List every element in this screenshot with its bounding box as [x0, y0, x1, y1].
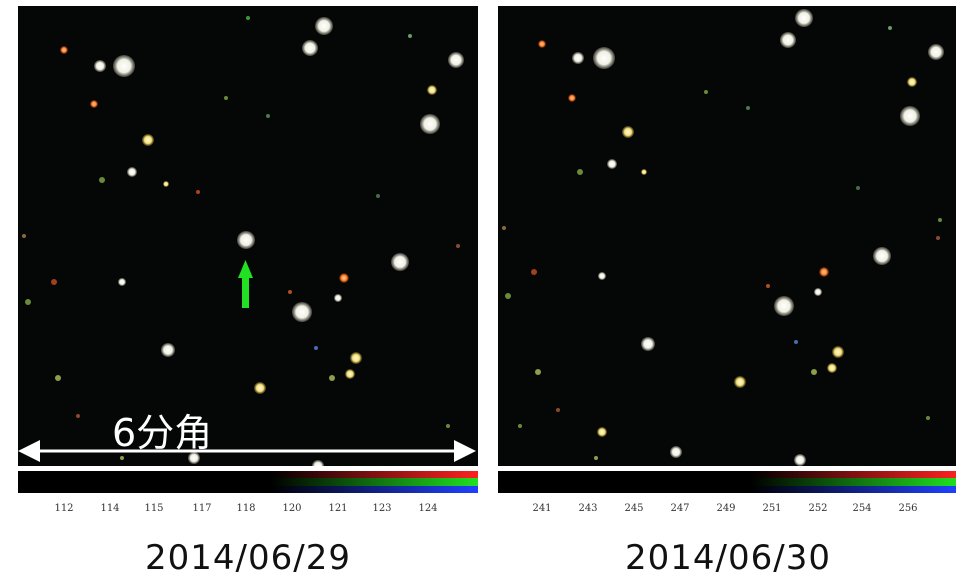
panel-2014-06-30: 241 243 245 247 249 251 252 254 256 2014… — [498, 0, 956, 582]
separator-line — [498, 468, 956, 470]
tick-label: 120 — [282, 503, 302, 514]
scale-label: 6分角 — [112, 411, 213, 455]
star-field-svg — [502, 9, 944, 466]
tick-label: 112 — [54, 503, 74, 514]
tick-label: 118 — [236, 503, 256, 514]
tick-label: 115 — [144, 503, 164, 514]
tick-label: 124 — [418, 503, 438, 514]
tick-label: 256 — [898, 503, 918, 514]
tick-label: 243 — [578, 503, 598, 514]
scale-bar — [18, 440, 476, 462]
color-bar — [498, 471, 956, 493]
tick-labels: 241 243 245 247 249 251 252 254 256 — [498, 503, 956, 519]
tick-label: 121 — [328, 503, 348, 514]
tick-label: 247 — [670, 503, 690, 514]
tick-label: 249 — [716, 503, 736, 514]
color-bar — [18, 471, 478, 493]
tick-label: 251 — [762, 503, 782, 514]
separator-line — [18, 468, 478, 470]
star-field-svg — [18, 16, 476, 466]
tick-labels: 112 114 115 117 118 120 121 123 124 — [18, 503, 478, 519]
target-arrow-icon — [238, 260, 253, 308]
color-bar-svg — [498, 471, 956, 493]
star-field-image — [498, 6, 956, 466]
panel-2014-06-29: 6分角 112 114 115 117 118 120 — [18, 0, 478, 582]
tick-label: 123 — [372, 503, 392, 514]
tick-label: 241 — [532, 503, 552, 514]
tick-label: 252 — [808, 503, 828, 514]
stars-left — [22, 16, 464, 466]
tick-label: 117 — [192, 503, 212, 514]
tick-label: 245 — [624, 503, 644, 514]
tick-label: 114 — [100, 503, 120, 514]
date-label: 2014/06/30 — [625, 538, 831, 578]
date-label: 2014/06/29 — [145, 538, 351, 578]
color-bar-svg — [18, 471, 478, 493]
tick-label: 254 — [852, 503, 872, 514]
stars-right — [502, 9, 944, 466]
star-field-image — [18, 6, 478, 466]
